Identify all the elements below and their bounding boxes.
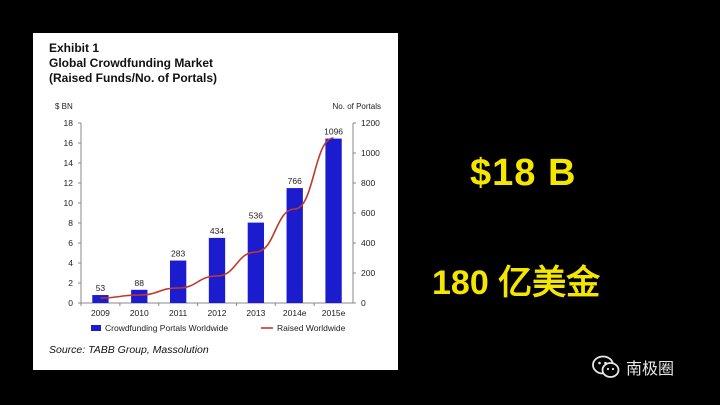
- left-tick-label: 6: [68, 238, 73, 248]
- headline-amount-cny: 180 亿美金: [432, 264, 601, 302]
- source-note: Source: TABB Group, Massolution: [49, 344, 209, 356]
- left-tick-label: 10: [64, 198, 74, 208]
- bar-value-label: 536: [249, 211, 263, 221]
- exhibit-title: Exhibit 1 Global Crowdfunding Market (Ra…: [49, 41, 217, 86]
- chart-title: Global Crowdfunding Market: [49, 56, 213, 70]
- left-tick-label: 2: [68, 278, 73, 288]
- left-tick-label: 14: [64, 158, 74, 168]
- x-tick-label: 2014e: [283, 308, 307, 318]
- bar-portals: [247, 222, 265, 303]
- legend-label-portals: Crowdfunding Portals Worldwide: [105, 323, 228, 333]
- exhibit-panel: Exhibit 1 Global Crowdfunding Market (Ra…: [33, 33, 398, 370]
- x-tick-label: 2009: [91, 308, 110, 318]
- wechat-icon: [592, 355, 620, 378]
- left-tick-label: 4: [68, 258, 73, 268]
- right-tick-label: 1000: [361, 148, 380, 158]
- bar-portals: [92, 295, 109, 303]
- x-tick-label: 2012: [208, 308, 227, 318]
- chart-subtitle: (Raised Funds/No. of Portals): [49, 71, 218, 85]
- bar-value-label: 283: [171, 249, 185, 259]
- left-tick-label: 18: [64, 118, 74, 128]
- brand-name: 南极圈: [626, 361, 675, 378]
- legend-swatch-portals: [91, 325, 101, 331]
- bar-portals: [131, 289, 148, 303]
- bar-value-label: 1096: [324, 127, 343, 137]
- crowdfunding-chart: $ BN No. of Portals 0 2 4 6 8 10 12 14 16 18 0 200 400…: [55, 102, 381, 333]
- left-tick-label: 8: [68, 218, 73, 228]
- brand-watermark: 南极圈: [592, 355, 674, 379]
- right-axis-title: No. of Portals: [333, 102, 381, 111]
- bar-portals: [169, 260, 187, 303]
- left-axis-title: $ BN: [55, 102, 73, 111]
- legend-label-raised: Raised Worldwide: [277, 323, 346, 333]
- exhibit-label: Exhibit 1: [49, 41, 100, 55]
- left-tick-label: 16: [64, 138, 74, 148]
- line-raised-worldwide: [100, 137, 334, 299]
- right-tick-label: 400: [361, 238, 375, 248]
- x-tick-label: 2013: [246, 308, 265, 318]
- right-tick-label: 200: [361, 268, 375, 278]
- right-tick-label: 0: [361, 298, 366, 308]
- x-tick-label: 2010: [130, 308, 149, 318]
- bar-value-label: 88: [135, 278, 145, 288]
- bar-value-label: 434: [210, 226, 224, 236]
- right-tick-label: 1200: [361, 118, 380, 128]
- bar-portals: [208, 237, 226, 303]
- x-tick-label: 2011: [169, 308, 188, 318]
- bar-value-label: 766: [288, 176, 302, 186]
- left-tick-label: 12: [64, 178, 74, 188]
- bar-value-label: 53: [96, 283, 106, 293]
- bar-portals: [325, 138, 342, 303]
- x-tick-label: 2015e: [322, 308, 346, 318]
- right-tick-label: 800: [361, 178, 375, 188]
- headline-amount-usd: $18 B: [470, 152, 577, 194]
- left-tick-label: 0: [68, 298, 73, 308]
- right-tick-label: 600: [361, 208, 375, 218]
- bar-portals: [286, 188, 303, 303]
